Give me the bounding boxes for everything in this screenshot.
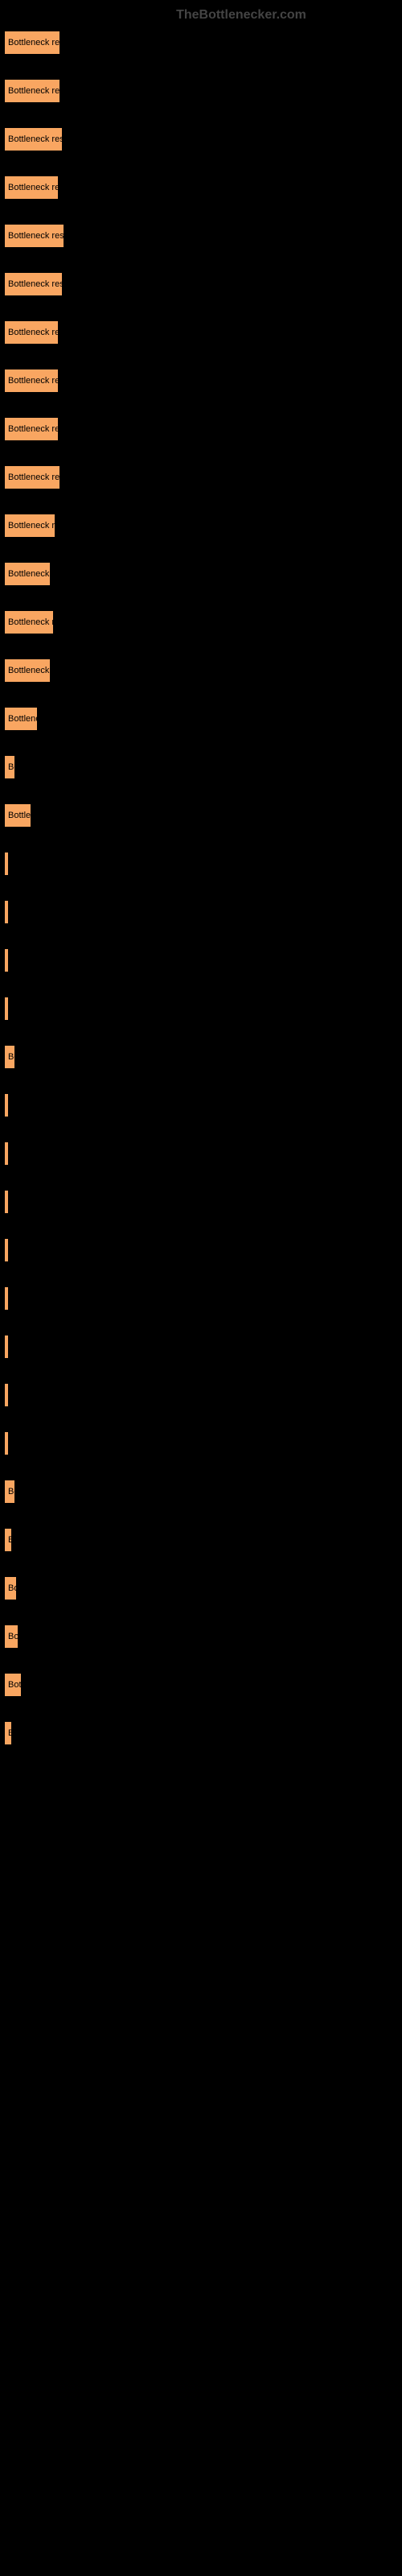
chart-bar: Bottleneck re [4,514,55,538]
bar-row: Bott [4,1673,402,1697]
chart-bar: Bottle [4,803,31,828]
bar-row [4,1093,402,1117]
chart-bar: Bottleneck resu [4,31,60,55]
bar-row: Bottleneck resu [4,272,402,296]
bar-row: B [4,1721,402,1745]
chart-bar: Bo [4,1576,17,1600]
chart-bar: Bottlene [4,707,38,731]
chart-bar [4,1093,9,1117]
bar-row: Bottleneck r [4,562,402,586]
chart-bar [4,1383,9,1407]
bar-row [4,1141,402,1166]
chart-bar: Bottleneck re [4,610,54,634]
bar-row: Bottleneck re [4,610,402,634]
bar-row: Bo [4,755,402,779]
chart-bar: Bottleneck res [4,320,59,345]
chart-bar: Bottleneck resu [4,272,63,296]
bar-row: Bo [4,1045,402,1069]
chart-bar: Bottleneck r [4,658,51,683]
bar-row: Bottle [4,803,402,828]
chart-bar [4,997,9,1021]
chart-bar: Bottleneck res [4,369,59,393]
chart-bar: Bo [4,1045,15,1069]
bar-row: Bottleneck res [4,175,402,200]
chart-bar: Bottleneck r [4,562,51,586]
chart-bar [4,900,9,924]
bar-row: Bo [4,1576,402,1600]
chart-bar: Bott [4,1673,22,1697]
chart-bar: B [4,1721,12,1745]
bar-row [4,997,402,1021]
bar-row: Bottleneck res [4,369,402,393]
bar-row: Bottleneck r [4,658,402,683]
bar-row: Bottleneck res [4,320,402,345]
bar-row [4,900,402,924]
chart-bar: Bottleneck res [4,465,60,489]
bar-row [4,1238,402,1262]
bar-row [4,1190,402,1214]
bar-row: Bottleneck resu [4,224,402,248]
bar-row: Bottleneck resu [4,31,402,55]
bar-row [4,948,402,972]
chart-bar [4,1335,9,1359]
bar-row: Bot [4,1624,402,1649]
bar-row: Bo [4,1480,402,1504]
chart-bar [4,1286,9,1311]
chart-bar [4,1431,9,1455]
chart-bar: Bottleneck res [4,417,59,441]
bar-row: Bottleneck resu [4,79,402,103]
chart-bar: Bottleneck resu [4,224,64,248]
bar-chart: Bottleneck resu Bottleneck resu Bottleneck… [0,31,402,1745]
chart-bar [4,852,9,876]
watermark-text: TheBottlenecker.com [80,8,402,23]
bar-row [4,852,402,876]
chart-bar: Bottleneck resu [4,79,60,103]
chart-bar [4,1238,9,1262]
chart-bar: Bottleneck resu [4,127,63,151]
chart-bar: B [4,1528,12,1552]
chart-bar [4,948,9,972]
bar-row: Bottleneck re [4,514,402,538]
bar-row [4,1431,402,1455]
bar-row: Bottleneck resu [4,127,402,151]
chart-bar: Bo [4,755,15,779]
bar-row: Bottleneck res [4,417,402,441]
bar-row [4,1335,402,1359]
chart-bar: Bot [4,1624,18,1649]
bar-row: Bottleneck res [4,465,402,489]
bar-row: B [4,1528,402,1552]
bar-row: Bottlene [4,707,402,731]
chart-bar: Bottleneck res [4,175,59,200]
bar-row [4,1383,402,1407]
bar-row [4,1286,402,1311]
chart-bar [4,1190,9,1214]
chart-bar: Bo [4,1480,15,1504]
chart-bar [4,1141,9,1166]
